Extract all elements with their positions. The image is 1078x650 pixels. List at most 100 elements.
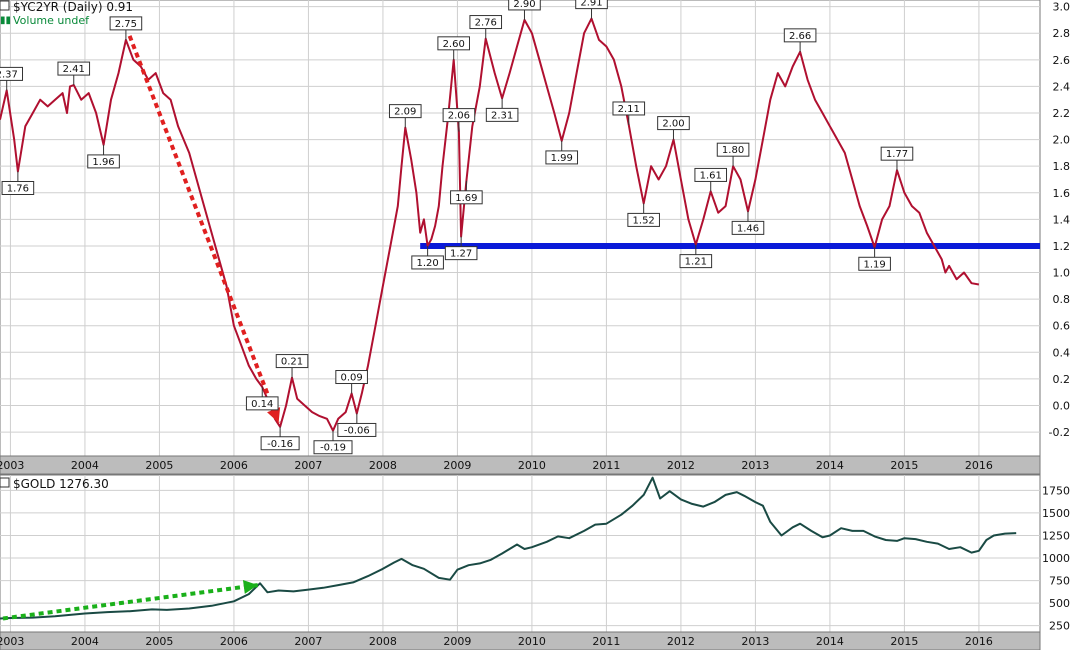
- annotation-callout: 2.06: [442, 108, 476, 132]
- annotation-label: 2.09: [394, 107, 416, 118]
- yield-series: [0, 17, 980, 432]
- annotation-callout: 2.75: [109, 16, 143, 40]
- annotation-label: 2.37: [0, 69, 18, 80]
- annotation-callout: -0.06: [337, 413, 377, 437]
- annotation-label: 2.06: [448, 111, 470, 122]
- annotation-callout: 1.27: [444, 236, 478, 261]
- annotation-callout: 2.09: [388, 104, 422, 128]
- x-tick-label: 2014: [816, 459, 844, 472]
- annotation-label: 1.76: [7, 183, 29, 194]
- y-tick-label: 0.8: [1053, 293, 1071, 306]
- annotation-box: [442, 108, 476, 123]
- annotation-box: [337, 422, 377, 437]
- annotation-box: [575, 0, 608, 10]
- annotation-label: 0.09: [341, 373, 363, 384]
- annotation-callout: -0.16: [260, 426, 300, 451]
- annotation-box: [0, 66, 24, 81]
- series-line: [0, 476, 1017, 620]
- annotation-box: [545, 150, 579, 165]
- annotation-callout: 2.91: [575, 0, 608, 19]
- annotation-callout: 1.96: [87, 144, 120, 169]
- series-line: [0, 17, 980, 432]
- y-tick-label: 1.8: [1053, 160, 1071, 173]
- annotation-label: -0.16: [267, 439, 293, 450]
- gold-title: $GOLD 1276.30: [13, 477, 109, 491]
- y-tick-label: 1.0: [1053, 267, 1071, 280]
- x-tick-label: 2011: [592, 459, 620, 472]
- annotation-box: [388, 104, 422, 119]
- annotation-label: 1.52: [633, 215, 655, 226]
- x-tick-label: 2016: [965, 459, 993, 472]
- annotation-callout: 0.14: [245, 386, 279, 411]
- annotation-label: 0.14: [251, 399, 273, 410]
- x-tick-label: 2007: [294, 459, 322, 472]
- volume-bars-icon: ▮▮: [0, 15, 11, 26]
- x-tick-label: 2013: [741, 459, 769, 472]
- x-tick-label: 2005: [145, 635, 173, 648]
- x-tick-label: 2013: [741, 635, 769, 648]
- y-tick-label: 1.2: [1053, 240, 1071, 253]
- annotation-label: 1.27: [450, 249, 472, 260]
- gold-plot-area: [0, 474, 1041, 633]
- x-tick-label: 2012: [667, 459, 695, 472]
- annotation-box: [313, 440, 353, 455]
- annotation-label: 2.76: [475, 18, 497, 29]
- trend-arrow-head: [242, 579, 258, 594]
- annotation-callout: 2.11: [612, 101, 646, 125]
- gold-x-axis-band: [0, 631, 1041, 650]
- annotation-box: [612, 101, 646, 116]
- annotation-callout: 1.77: [880, 146, 914, 171]
- annotation-callout: 2.90: [508, 0, 541, 20]
- annotation-label: 2.60: [443, 39, 465, 50]
- y-tick-label: 750: [1049, 575, 1070, 588]
- annotation-label: 1.46: [737, 223, 759, 234]
- x-tick-label: 2008: [369, 459, 397, 472]
- annotation-callout: 0.21: [275, 354, 309, 378]
- annotation-label: 0.21: [281, 357, 303, 368]
- annotation-label: 1.96: [92, 157, 114, 168]
- x-tick-label: 2011: [592, 635, 620, 648]
- annotation-label: -0.19: [320, 443, 346, 454]
- annotation-box: [485, 107, 519, 122]
- annotation-label: 1.61: [700, 170, 722, 181]
- y-tick-label: 2.0: [1053, 134, 1071, 147]
- gold-header: $GOLD 1276.30: [0, 477, 109, 491]
- annotation-box: [783, 28, 817, 43]
- annotation-box: [444, 246, 478, 261]
- trend-arrow-shaft: [2, 583, 259, 621]
- annotation-box: [716, 142, 750, 157]
- gold-series: [0, 476, 1017, 620]
- annotation-box: [657, 116, 690, 131]
- annotation-label: 1.77: [886, 149, 908, 160]
- y-tick-label: 2.8: [1053, 27, 1071, 40]
- y-tick-label: 2.2: [1053, 107, 1071, 120]
- annotation-box: [858, 256, 891, 271]
- x-tick-label: 2009: [443, 459, 471, 472]
- annotation-callout: -0.19: [313, 430, 353, 455]
- x-tick-label: 2010: [518, 635, 546, 648]
- annotation-callout: 1.20: [411, 245, 444, 270]
- trend-arrow-head: [267, 407, 281, 423]
- x-tick-label: 2004: [71, 635, 99, 648]
- annotation-callout: 1.19: [858, 247, 891, 271]
- annotation-box: [1, 180, 35, 195]
- annotation-callout: 2.66: [783, 28, 817, 52]
- y-tick-label: 250: [1049, 620, 1070, 633]
- annotation-box: [731, 220, 765, 235]
- x-tick-label: 2004: [71, 459, 99, 472]
- annotation-callout: 1.76: [1, 171, 35, 195]
- yield-x-axis-band: [0, 455, 1041, 475]
- x-tick-label: 2008: [369, 635, 397, 648]
- annotation-callout: 1.52: [627, 203, 660, 227]
- annotation-box: [880, 146, 914, 161]
- x-tick-label: 2012: [667, 635, 695, 648]
- y-tick-label: 1000: [1042, 552, 1070, 565]
- annotation-callout: 2.37: [0, 66, 24, 91]
- annotation-callout: 2.31: [485, 98, 519, 122]
- annotation-box: [469, 15, 503, 30]
- x-tick-label: 2016: [965, 635, 993, 648]
- gold-trend-arrow: [2, 579, 259, 621]
- annotation-callout: 1.21: [679, 244, 713, 269]
- annotation-box: [260, 436, 300, 451]
